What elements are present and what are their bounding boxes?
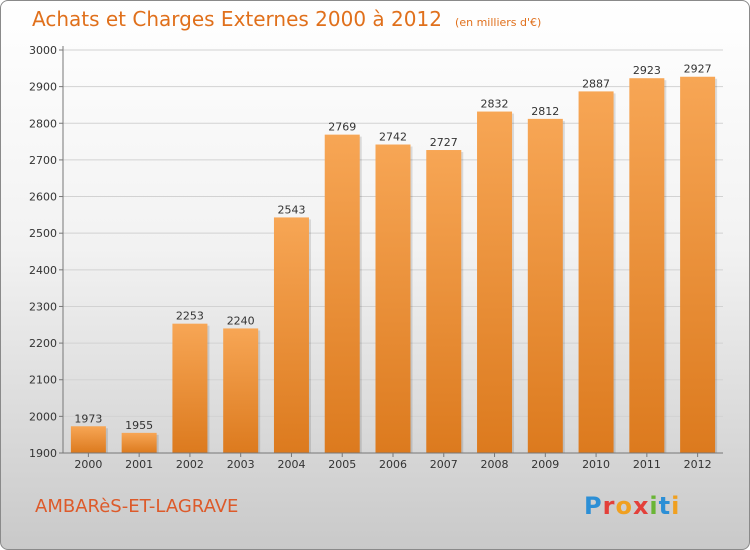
bar-2001[interactable]: [121, 432, 157, 453]
value-label-2001: 1955: [125, 419, 153, 432]
value-label-2008: 2832: [481, 98, 509, 111]
y-tick-label: 1900: [29, 447, 57, 460]
value-label-2010: 2887: [582, 77, 610, 90]
x-tick-label-2004: 2004: [277, 458, 305, 471]
value-label-2011: 2923: [633, 64, 661, 77]
value-label-2007: 2727: [430, 136, 458, 149]
title-row: Achats et Charges Externes 2000 à 2012 (…: [32, 7, 541, 31]
y-tick-label: 2800: [29, 117, 57, 130]
x-tick-label-2003: 2003: [227, 458, 255, 471]
value-label-2012: 2927: [684, 63, 712, 76]
bar-2010[interactable]: [578, 91, 614, 453]
y-tick-label: 3000: [29, 44, 57, 57]
bar-2004[interactable]: [273, 217, 309, 453]
y-tick-label: 2700: [29, 154, 57, 167]
y-tick-label: 2200: [29, 337, 57, 350]
x-tick-label-2006: 2006: [379, 458, 407, 471]
y-tick-label: 2400: [29, 264, 57, 277]
value-label-2002: 2253: [176, 310, 204, 323]
chart-title: Achats et Charges Externes 2000 à 2012: [32, 7, 442, 31]
bar-2009[interactable]: [527, 118, 563, 453]
x-tick-label-2008: 2008: [481, 458, 509, 471]
x-tick-label-2007: 2007: [430, 458, 458, 471]
chart-unit: (en milliers d'€): [455, 16, 542, 29]
value-label-2005: 2769: [328, 121, 356, 134]
value-label-2000: 1973: [74, 412, 102, 425]
bar-2002[interactable]: [172, 323, 208, 453]
x-tick-label-2005: 2005: [328, 458, 356, 471]
y-tick-label: 2500: [29, 227, 57, 240]
x-tick-label-2001: 2001: [125, 458, 153, 471]
x-tick-label-2012: 2012: [684, 458, 712, 471]
bar-2000[interactable]: [70, 426, 106, 453]
bar-2008[interactable]: [477, 111, 513, 454]
bar-2012[interactable]: [680, 76, 716, 454]
y-tick-label: 2900: [29, 81, 57, 94]
x-tick-label-2011: 2011: [633, 458, 661, 471]
y-tick-label: 2100: [29, 374, 57, 387]
value-label-2009: 2812: [531, 105, 559, 118]
x-tick-label-2000: 2000: [74, 458, 102, 471]
value-label-2003: 2240: [227, 314, 255, 327]
y-tick-label: 2600: [29, 191, 57, 204]
value-label-2004: 2543: [277, 203, 305, 216]
y-tick-label: 2000: [29, 410, 57, 423]
x-tick-label-2009: 2009: [531, 458, 559, 471]
bar-2006[interactable]: [375, 144, 411, 453]
bar-2003[interactable]: [223, 328, 259, 453]
x-tick-label-2002: 2002: [176, 458, 204, 471]
bar-2005[interactable]: [324, 134, 360, 453]
y-tick-label: 2300: [29, 300, 57, 313]
x-tick-label-2010: 2010: [582, 458, 610, 471]
bar-2007[interactable]: [426, 150, 462, 453]
bar-2011[interactable]: [629, 78, 665, 454]
place-name: AMBARèS-ET-LAGRAVE: [35, 496, 239, 517]
proxiti-logo[interactable]: Proxiti: [584, 492, 681, 520]
value-label-2006: 2742: [379, 131, 407, 144]
